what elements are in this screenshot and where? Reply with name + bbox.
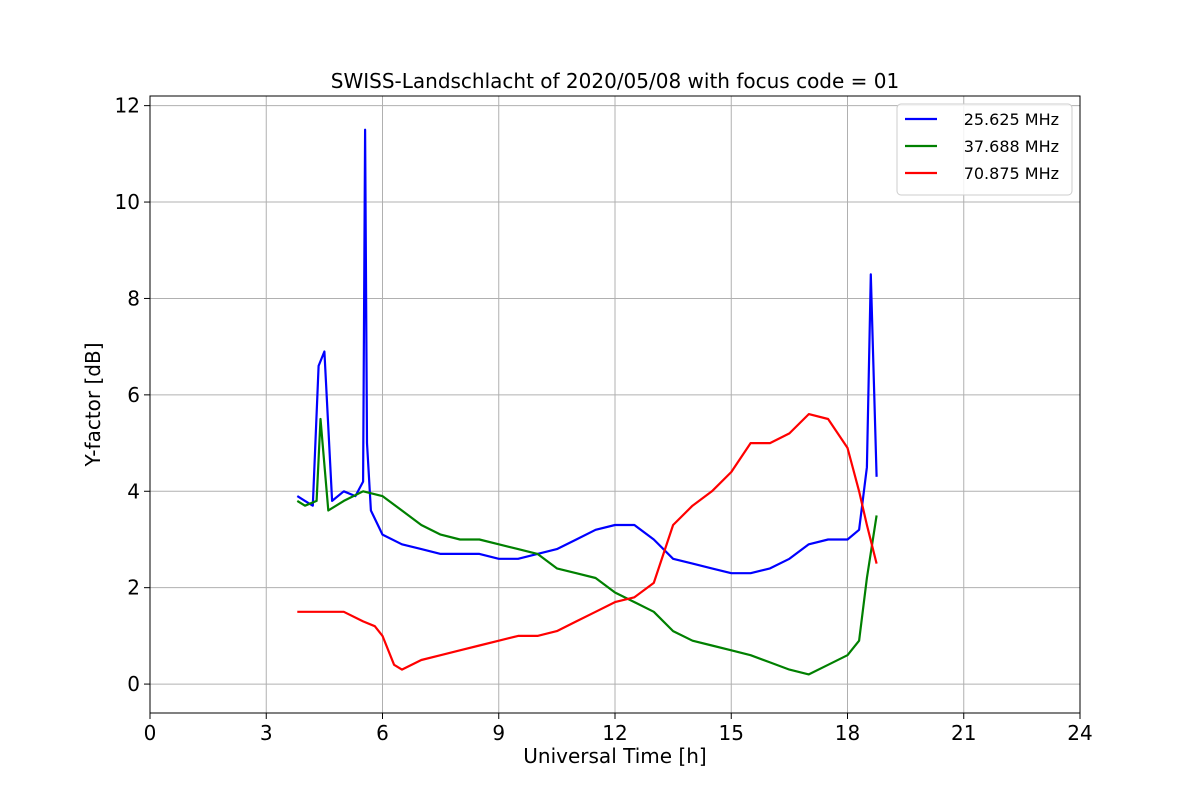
series-layer <box>296 128 878 676</box>
x-tick-label: 18 <box>835 721 860 745</box>
x-tick-label: 24 <box>1067 721 1092 745</box>
y-axis-label: Y-factor [dB] <box>81 342 105 467</box>
series-line-3 <box>297 413 878 671</box>
y-tick-label: 10 <box>115 190 140 214</box>
legend-label-3: 70.875 MHz <box>964 164 1059 183</box>
y-tick-label: 4 <box>127 479 140 503</box>
x-tick-label: 0 <box>144 721 157 745</box>
series-line-2 <box>296 417 878 676</box>
y-tick-label: 12 <box>115 94 140 118</box>
chart-title: SWISS-Landschlacht of 2020/05/08 with fo… <box>331 69 899 93</box>
x-tick-label: 9 <box>492 721 505 745</box>
y-tick-label: 8 <box>127 286 140 310</box>
x-tick-label: 6 <box>376 721 389 745</box>
x-tick-label: 12 <box>602 721 627 745</box>
y-tick-label: 6 <box>127 383 140 407</box>
x-axis-label: Universal Time [h] <box>523 744 706 768</box>
y-tick-label: 0 <box>127 672 140 696</box>
legend-label-1: 25.625 MHz <box>964 110 1059 129</box>
legend: 25.625 MHz 37.688 MHz 70.875 MHz <box>896 103 1073 196</box>
x-tick-label: 3 <box>260 721 273 745</box>
x-tick-label: 21 <box>951 721 976 745</box>
x-tick-label: 15 <box>719 721 744 745</box>
y-tick-label: 2 <box>127 576 140 600</box>
legend-label-2: 37.688 MHz <box>964 137 1059 156</box>
legend-box <box>896 103 1073 196</box>
